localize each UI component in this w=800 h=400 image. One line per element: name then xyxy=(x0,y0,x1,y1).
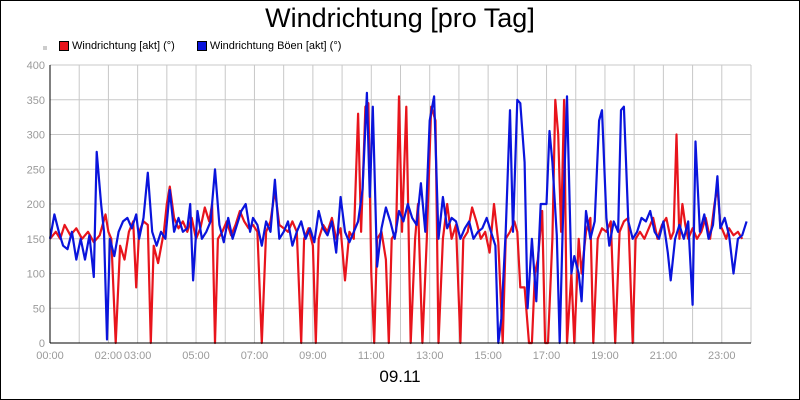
chart-axes xyxy=(49,65,751,344)
x-tick-label: 09:00 xyxy=(299,350,327,362)
y-tick-label: 50 xyxy=(33,303,45,315)
legend-marker-icon xyxy=(43,45,47,50)
legend-item-wind-direction: Windrichtung [akt] (°) xyxy=(59,40,175,52)
x-tick-label: 13:00 xyxy=(416,350,444,362)
x-tick-label: 15:00 xyxy=(474,350,502,362)
legend-swatch-gust-direction xyxy=(196,41,207,51)
x-tick-label: 21:00 xyxy=(650,350,678,362)
series-line-0 xyxy=(49,95,744,345)
legend-label-gust-direction: Windrichtung Böen [akt] (°) xyxy=(209,40,342,52)
chart-tick-labels: 0 50 100 150 200 250 300 350 400 00:00 02:00 03:00 0… xyxy=(27,60,736,362)
x-tick-label: 02:00 xyxy=(95,350,123,362)
y-tick-label: 250 xyxy=(27,164,45,176)
x-tick-label: 19:00 xyxy=(591,350,619,362)
series-line-1 xyxy=(48,91,748,345)
legend-label-wind-direction: Windrichtung [akt] (°) xyxy=(72,40,175,52)
x-tick-label: 00:00 xyxy=(36,350,64,362)
y-tick-label: 300 xyxy=(27,130,45,142)
legend-swatch-wind-direction xyxy=(59,41,69,51)
y-tick-label: 150 xyxy=(27,234,45,246)
y-tick-label: 100 xyxy=(27,269,45,281)
x-tick-label: 05:00 xyxy=(182,350,210,362)
date-label: 09.11 xyxy=(379,367,421,386)
chart-lines xyxy=(48,91,748,345)
legend-item-gust-direction: Windrichtung Böen [akt] (°) xyxy=(196,40,342,52)
y-tick-label: 400 xyxy=(27,60,45,72)
y-tick-label: 200 xyxy=(27,199,45,211)
x-tick-label: 11:00 xyxy=(358,350,385,362)
x-tick-label: 03:00 xyxy=(124,350,152,362)
x-tick-label: 17:00 xyxy=(533,350,561,362)
y-tick-label: 0 xyxy=(39,338,45,350)
chart-title: Windrichtung [pro Tag] xyxy=(265,3,535,33)
chart-legend: Windrichtung [akt] (°) Windrichtung Böen… xyxy=(43,39,363,53)
x-tick-label: 07:00 xyxy=(241,350,269,362)
x-tick-label: 23:00 xyxy=(708,350,736,362)
y-tick-label: 350 xyxy=(27,95,45,107)
